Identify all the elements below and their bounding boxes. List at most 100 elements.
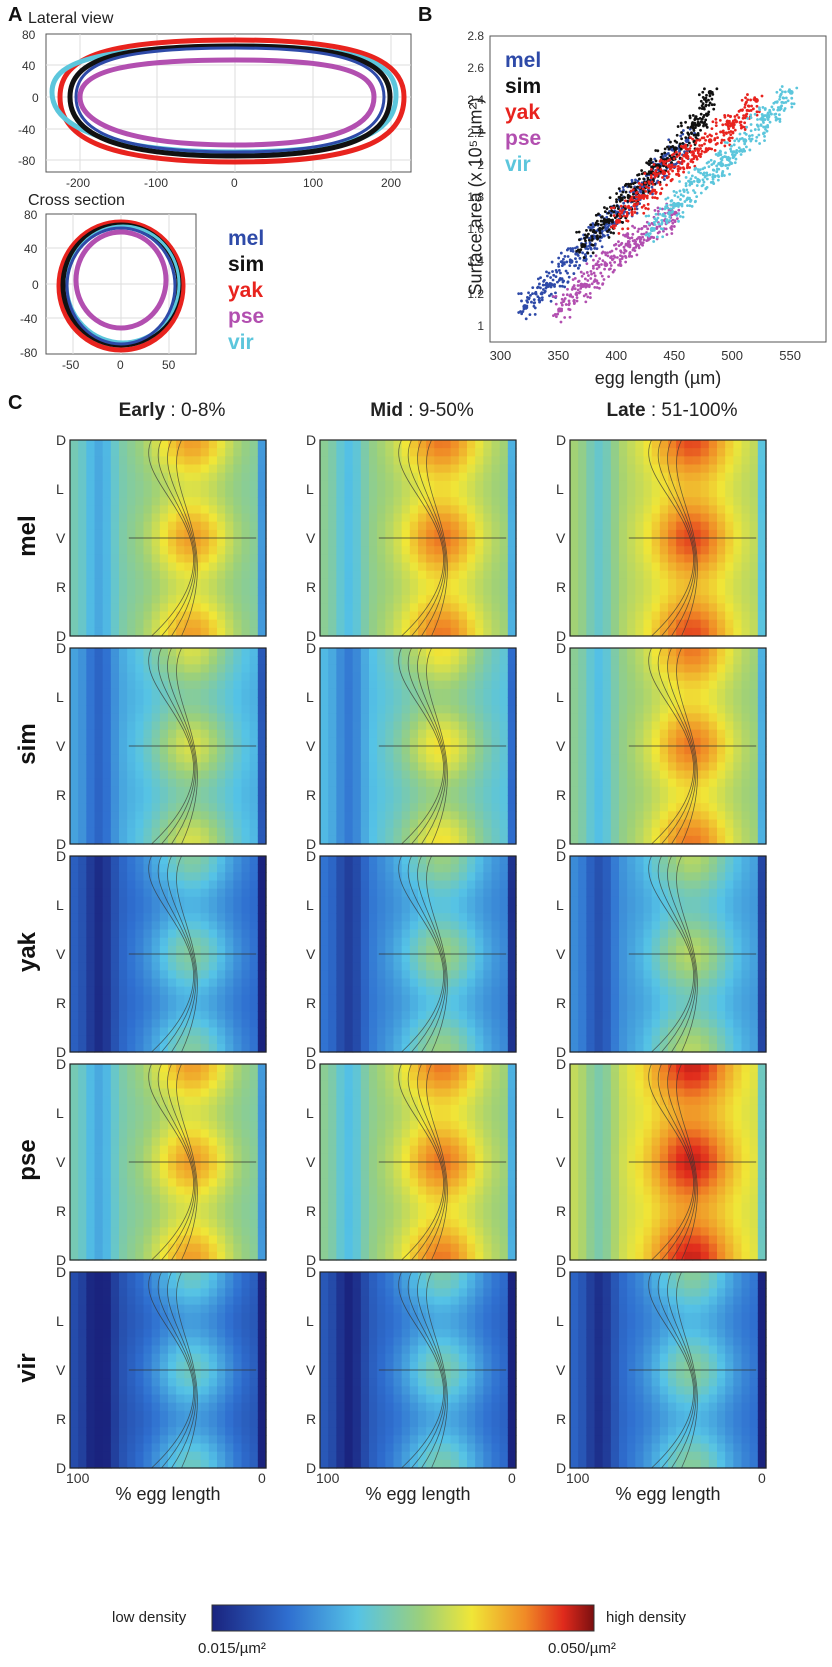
lateral-xtick: -100 [144,176,169,190]
scatter-cloud-point [576,266,580,270]
scatter-cloud-point [569,260,573,264]
scatter-cloud-point [589,254,593,258]
cross-ytick: -80 [20,346,38,360]
scatter-cloud-point [558,284,562,288]
scatter-cloud-point [635,211,639,215]
scatter-cloud-point [529,293,532,297]
lateral-view-title: Lateral view [28,10,114,27]
panel-a-plots [45,33,412,355]
scatter-cloud-point [584,247,588,250]
scatter-cloud-point [569,249,573,253]
scatter-cloud-point [593,246,597,250]
scatter-cloud-point [552,273,556,277]
scatter-cloud-point [558,276,562,280]
scatter-cloud-point [532,298,536,302]
scatter-cloud-point [517,292,521,296]
scatter-cloud-point [548,294,551,298]
scatter-cloud-point [549,292,553,296]
scatter-cloud-point [539,276,542,280]
cross-section-title: Cross section [28,192,125,209]
scatter-cloud-point [559,251,563,255]
panel-label-c: C [8,392,23,414]
cross-axes [45,213,197,355]
cross-xtick: 0 [117,358,124,372]
scatter-cloud-point [520,312,524,316]
scatter-cloud-point [565,260,569,264]
lateral-xtick: -200 [66,176,91,190]
scatter-cloud-point [542,278,546,282]
scatter-cloud-point [575,245,579,249]
scatter-cloud-point [517,311,521,314]
scatter-points [517,85,799,324]
scatter-cloud-point [589,246,593,250]
scatter-cloud-point [566,247,570,251]
scatter-chart [489,35,827,343]
cross-ytick: 40 [24,242,38,256]
scatter-cloud-point [609,212,613,215]
cross-ytick: -40 [20,312,38,326]
legend-a-sim: sim [228,253,265,276]
scatter-cloud-point [543,289,547,293]
legend-a-vir: vir [228,331,254,354]
scatter-cloud-point [586,247,590,251]
scatter-cloud-point [541,288,545,291]
lateral-outlines [49,37,407,165]
scatter-cloud-point [566,271,569,275]
scatter-cloud-point [541,283,545,287]
scatter-cloud-point [607,223,611,227]
scatter-cloud-point [544,282,548,286]
scatter-cloud-point [538,300,541,304]
scatter-cloud-point [578,264,582,267]
scatter-cloud-point [534,290,538,294]
scatter-cloud-point [527,291,530,295]
scatter-cloud-point [557,256,561,260]
scatter-cloud-point [574,252,578,256]
scatter-cloud-point [578,256,582,260]
scatter-cloud-point [605,215,609,219]
scatter-cloud-point [583,253,587,256]
scatter-cloud-point [562,257,565,261]
lateral-xtick: 200 [381,176,402,190]
scatter-cloud-point [568,258,572,262]
scatter-cloud-point [561,261,565,265]
scatter-cloud-point [569,247,572,250]
scatter-point-mel [684,138,690,144]
scatter-cloud-point [544,286,548,290]
legend-a-pse: pse [228,305,265,328]
scatter-cloud-point [606,233,610,237]
scatter-cloud-point [555,270,559,274]
cross-xtick: 50 [162,358,176,372]
scatter-cloud-point [621,186,625,189]
scatter-cloud-point [547,271,551,275]
scatter-cloud-point [566,280,570,284]
scatter-cloud-point [560,264,564,268]
colorbar-max-value: 0.050/µm² [548,1640,616,1657]
scatter-cloud-point [551,278,555,282]
scatter-cloud-point [603,234,606,238]
legend-a-yak: yak [228,279,264,302]
scatter-cloud-point [519,292,523,295]
scatter-cloud-point [593,242,597,246]
scatter-cloud-point [536,285,540,289]
lateral-ytick: -40 [18,123,36,137]
scatter-cloud-point [554,275,558,279]
scatter-cloud-point [540,296,544,300]
scatter-cloud-point [560,284,564,288]
lateral-ytick: 0 [32,91,39,105]
panel-label-b: B [418,4,433,26]
scatter-cloud-point [524,317,528,321]
scatter-cloud-point [592,225,595,229]
cross-outlines [56,219,186,353]
scatter-cloud-point [591,222,595,225]
scatter-cloud-point [540,291,544,295]
scatter-cloud-point [600,245,604,249]
scatter-cloud-point [587,225,591,229]
scatter-cloud-point [593,234,597,238]
scatter-cloud-point [526,300,529,304]
scatter-cloud-point [605,226,609,230]
scatter-cloud-point [539,286,542,290]
scatter-cloud-point [545,270,548,274]
lateral-ytick: 80 [22,28,36,42]
scatter-cloud-point [557,269,561,272]
